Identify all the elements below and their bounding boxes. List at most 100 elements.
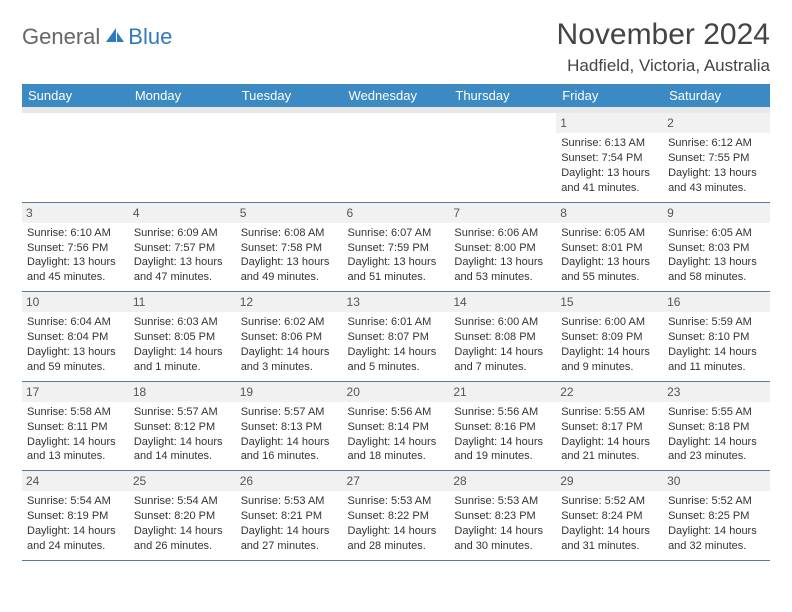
day-number: 22: [556, 382, 663, 402]
day-details: Sunrise: 5:55 AMSunset: 8:17 PMDaylight:…: [561, 405, 658, 464]
day-cell: 13 Sunrise: 6:01 AMSunset: 8:07 PMDayligh…: [343, 292, 450, 382]
day-detail-line: Sunrise: 6:08 AM: [241, 226, 338, 241]
day-detail-line: and 26 minutes.: [134, 539, 231, 554]
day-number: 15: [556, 292, 663, 312]
day-detail-line: Daylight: 13 hours: [561, 166, 658, 181]
day-detail-line: Sunrise: 5:56 AM: [348, 405, 445, 420]
day-number: 1: [556, 113, 663, 133]
day-number: 20: [343, 382, 450, 402]
day-detail-line: and 58 minutes.: [668, 270, 765, 285]
day-header: Monday: [129, 84, 236, 107]
day-detail-line: Sunrise: 6:05 AM: [668, 226, 765, 241]
day-detail-line: Sunset: 7:56 PM: [27, 241, 124, 256]
day-header: Sunday: [22, 84, 129, 107]
day-number: 4: [129, 203, 236, 223]
day-details: Sunrise: 6:05 AMSunset: 8:01 PMDaylight:…: [561, 226, 658, 285]
day-detail-line: Sunset: 8:09 PM: [561, 330, 658, 345]
day-detail-line: Daylight: 14 hours: [348, 435, 445, 450]
day-detail-line: and 27 minutes.: [241, 539, 338, 554]
day-number: 30: [663, 471, 770, 491]
day-cell: [449, 113, 556, 202]
day-detail-line: Sunset: 8:00 PM: [454, 241, 551, 256]
day-detail-line: Daylight: 13 hours: [134, 255, 231, 270]
day-cell: 10Sunrise: 6:04 AMSunset: 8:04 PMDayligh…: [22, 292, 129, 382]
day-detail-line: Sunset: 8:13 PM: [241, 420, 338, 435]
day-detail-line: Sunset: 8:14 PM: [348, 420, 445, 435]
day-cell: 26Sunrise: 5:53 AMSunset: 8:21 PMDayligh…: [236, 471, 343, 561]
day-detail-line: Daylight: 14 hours: [134, 435, 231, 450]
day-number: 10: [22, 292, 129, 312]
day-detail-line: Sunset: 8:22 PM: [348, 509, 445, 524]
day-detail-line: Sunset: 8:12 PM: [134, 420, 231, 435]
day-detail-line: Sunset: 8:23 PM: [454, 509, 551, 524]
day-detail-line: and 16 minutes.: [241, 449, 338, 464]
day-detail-line: and 45 minutes.: [27, 270, 124, 285]
week-row: 1Sunrise: 6:13 AMSunset: 7:54 PMDaylight…: [22, 113, 770, 202]
day-detail-line: Daylight: 14 hours: [241, 345, 338, 360]
day-number: 3: [22, 203, 129, 223]
day-detail-line: Daylight: 14 hours: [454, 524, 551, 539]
day-number: 24: [22, 471, 129, 491]
day-detail-line: and 59 minutes.: [27, 360, 124, 375]
day-header: Wednesday: [343, 84, 450, 107]
day-detail-line: and 9 minutes.: [561, 360, 658, 375]
day-detail-line: Daylight: 14 hours: [561, 435, 658, 450]
day-details: Sunrise: 6:01 AMSunset: 8:07 PMDaylight:…: [348, 315, 445, 374]
day-number: 5: [236, 203, 343, 223]
day-detail-line: Sunrise: 5:57 AM: [241, 405, 338, 420]
week-row: 3Sunrise: 6:10 AMSunset: 7:56 PMDaylight…: [22, 202, 770, 292]
day-number: 7: [449, 203, 556, 223]
day-details: Sunrise: 5:52 AMSunset: 8:24 PMDaylight:…: [561, 494, 658, 553]
day-number: 13: [343, 292, 450, 312]
day-details: Sunrise: 5:57 AMSunset: 8:12 PMDaylight:…: [134, 405, 231, 464]
day-detail-line: Sunrise: 6:13 AM: [561, 136, 658, 151]
day-detail-line: Sunrise: 6:05 AM: [561, 226, 658, 241]
location: Hadfield, Victoria, Australia: [557, 56, 770, 76]
day-detail-line: Daylight: 13 hours: [561, 255, 658, 270]
day-number: 19: [236, 382, 343, 402]
day-header: Saturday: [663, 84, 770, 107]
day-details: Sunrise: 5:57 AMSunset: 8:13 PMDaylight:…: [241, 405, 338, 464]
day-detail-line: and 53 minutes.: [454, 270, 551, 285]
day-detail-line: Daylight: 14 hours: [348, 524, 445, 539]
day-details: Sunrise: 6:00 AMSunset: 8:08 PMDaylight:…: [454, 315, 551, 374]
day-detail-line: and 13 minutes.: [27, 449, 124, 464]
day-detail-line: Sunrise: 5:52 AM: [668, 494, 765, 509]
day-detail-line: Daylight: 14 hours: [27, 524, 124, 539]
day-number: 2: [663, 113, 770, 133]
day-detail-line: Sunset: 8:16 PM: [454, 420, 551, 435]
day-detail-line: and 41 minutes.: [561, 181, 658, 196]
day-cell: 19 Sunrise: 5:57 AMSunset: 8:13 PMDayligh…: [236, 381, 343, 471]
day-number: 8: [556, 203, 663, 223]
day-detail-line: Sunrise: 6:00 AM: [454, 315, 551, 330]
day-detail-line: Sunset: 7:59 PM: [348, 241, 445, 256]
day-detail-line: Sunrise: 6:10 AM: [27, 226, 124, 241]
day-number: 21: [449, 382, 556, 402]
day-detail-line: Daylight: 13 hours: [27, 255, 124, 270]
day-detail-line: and 49 minutes.: [241, 270, 338, 285]
day-detail-line: Sunrise: 6:12 AM: [668, 136, 765, 151]
day-detail-line: and 21 minutes.: [561, 449, 658, 464]
day-detail-line: Sunset: 8:19 PM: [27, 509, 124, 524]
day-details: Sunrise: 6:10 AMSunset: 7:56 PMDaylight:…: [27, 226, 124, 285]
day-detail-line: Daylight: 14 hours: [348, 345, 445, 360]
day-detail-line: Sunrise: 5:59 AM: [668, 315, 765, 330]
calendar-body: 1Sunrise: 6:13 AMSunset: 7:54 PMDaylight…: [22, 113, 770, 560]
day-detail-line: and 23 minutes.: [668, 449, 765, 464]
day-detail-line: Daylight: 14 hours: [454, 345, 551, 360]
day-detail-line: and 30 minutes.: [454, 539, 551, 554]
day-detail-line: Sunset: 8:06 PM: [241, 330, 338, 345]
day-detail-line: and 18 minutes.: [348, 449, 445, 464]
day-detail-line: Sunrise: 6:07 AM: [348, 226, 445, 241]
day-cell: 8 Sunrise: 6:05 AMSunset: 8:01 PMDaylight…: [556, 202, 663, 292]
day-detail-line: and 5 minutes.: [348, 360, 445, 375]
day-detail-line: Sunset: 8:17 PM: [561, 420, 658, 435]
day-detail-line: Daylight: 14 hours: [454, 435, 551, 450]
day-details: Sunrise: 5:53 AMSunset: 8:21 PMDaylight:…: [241, 494, 338, 553]
day-detail-line: Daylight: 13 hours: [668, 255, 765, 270]
day-detail-line: and 19 minutes.: [454, 449, 551, 464]
day-detail-line: Sunset: 8:04 PM: [27, 330, 124, 345]
day-detail-line: Daylight: 14 hours: [668, 435, 765, 450]
day-header: Tuesday: [236, 84, 343, 107]
week-row: 10Sunrise: 6:04 AMSunset: 8:04 PMDayligh…: [22, 292, 770, 382]
